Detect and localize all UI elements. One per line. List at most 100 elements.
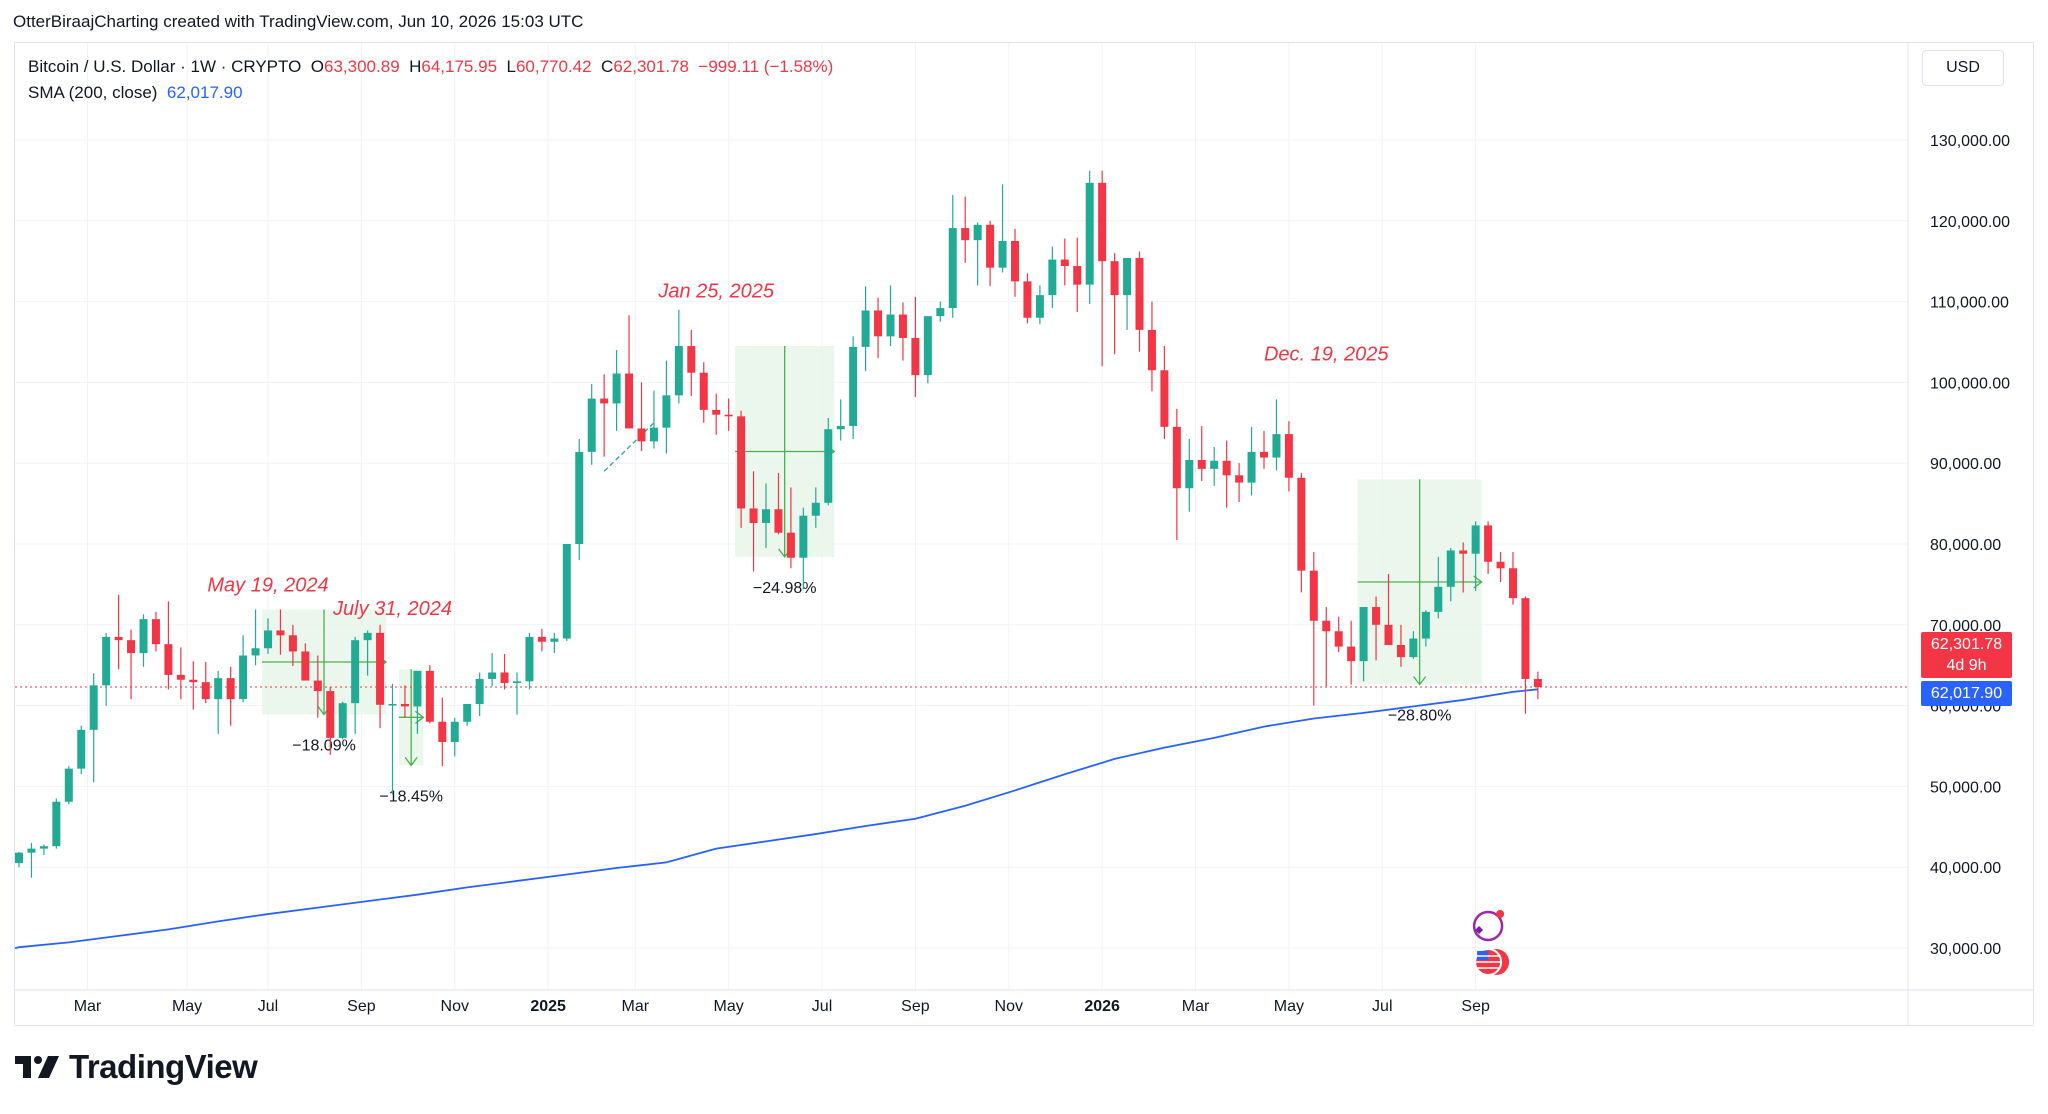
candle (1459, 542, 1468, 593)
candle (276, 609, 285, 655)
y-tick-label: 120,000.00 (1930, 214, 2010, 231)
candle-body (537, 636, 546, 642)
candle-body (1322, 620, 1331, 632)
candle (189, 661, 198, 710)
candle (1197, 426, 1206, 481)
candle (525, 632, 534, 690)
x-tick-label: May (172, 998, 202, 1015)
candle (1147, 301, 1156, 392)
candle (1409, 631, 1418, 659)
candle-body (749, 508, 758, 523)
candle-body (637, 428, 646, 442)
change-value: −999.11 (−1.58%) (698, 57, 834, 76)
candle (1471, 521, 1480, 591)
candle-body (898, 314, 907, 338)
candle-body (762, 509, 770, 523)
candle-body (1135, 257, 1144, 330)
candle-body (214, 678, 223, 700)
candle (1135, 251, 1144, 352)
candle (488, 653, 497, 687)
currency-button[interactable]: USD (1922, 50, 2004, 86)
candle (998, 184, 1007, 273)
candle (338, 701, 347, 740)
candle-body (811, 502, 820, 516)
candle (774, 472, 783, 535)
candle (637, 382, 646, 452)
x-tick-label: Nov (441, 998, 469, 1015)
drawdown-ranges: −18.09% −18.45% −24.98% −28.80% (262, 346, 1483, 805)
candle-body (114, 636, 123, 641)
candle-body (836, 426, 845, 430)
candle (1011, 228, 1019, 297)
candle (1446, 548, 1455, 602)
candle (1484, 521, 1493, 574)
candle-body (376, 632, 385, 705)
candle-body (699, 372, 708, 410)
candle (1210, 447, 1219, 486)
candle (1222, 440, 1231, 508)
open-value: 63,300.89 (324, 57, 400, 76)
date-annotation: July 31, 2024 (332, 598, 452, 620)
candle (874, 297, 883, 359)
drawdown-arrowhead (415, 710, 425, 724)
candle (1309, 552, 1318, 706)
candle (986, 220, 995, 287)
candle-body (151, 619, 160, 645)
x-tick-label: Jul (1372, 998, 1392, 1015)
last-price-tag: 62,301.78 4d 9h (1921, 632, 2012, 678)
ai-sparkle-star (1475, 926, 1484, 934)
tradingview-logo-icon (15, 1056, 59, 1078)
event-icons (1472, 910, 1510, 976)
candle-body (77, 729, 86, 769)
symbol-title[interactable]: Bitcoin / U.S. Dollar · 1W · CRYPTO (28, 57, 302, 76)
countdown-value: 4d 9h (1946, 657, 1987, 674)
candle (1334, 616, 1343, 653)
candle-body (1459, 550, 1468, 554)
candle (176, 647, 185, 700)
candle-body (39, 846, 48, 849)
candle (1372, 596, 1381, 661)
candle-body (1384, 624, 1393, 645)
candle-body (363, 632, 372, 641)
candle-body (1222, 460, 1231, 476)
candle-body (27, 848, 36, 853)
candle-body (1197, 459, 1206, 469)
candle-body (1521, 598, 1530, 679)
candle (1434, 556, 1443, 619)
sma-label[interactable]: SMA (200, close) (28, 83, 158, 102)
y-tick-label: 70,000.00 (1930, 618, 2001, 635)
candle (799, 507, 808, 590)
candle-body (861, 310, 870, 347)
candle (786, 487, 795, 569)
candle (712, 393, 721, 435)
candle (600, 374, 609, 457)
candle-body (1110, 261, 1119, 296)
candle-body (998, 240, 1007, 268)
candle-body (1272, 434, 1281, 458)
trend-line (603, 422, 655, 472)
candle-body (400, 703, 409, 707)
x-tick-label: Sep (1461, 998, 1490, 1015)
candle (1247, 426, 1256, 496)
drawdown-label: −18.45% (379, 788, 443, 805)
candle (39, 844, 48, 856)
candle (413, 670, 422, 734)
tradingview-logo[interactable]: TradingView (15, 1048, 258, 1086)
candle-body (674, 346, 683, 396)
candle (64, 766, 73, 805)
candle-body (1160, 370, 1169, 427)
close-value: 62,301.78 (613, 57, 689, 76)
candle (625, 315, 634, 429)
candle-body (313, 680, 322, 692)
y-tick-label: 100,000.00 (1930, 375, 2010, 392)
candle (699, 362, 708, 423)
candle-body (1421, 611, 1430, 639)
candle-body (1284, 434, 1293, 478)
x-tick-label: May (1274, 998, 1304, 1015)
candle-body (824, 429, 833, 503)
candle (151, 611, 160, 652)
candle-body (1011, 240, 1019, 282)
candle-body (973, 224, 982, 241)
candle-body (425, 670, 434, 722)
